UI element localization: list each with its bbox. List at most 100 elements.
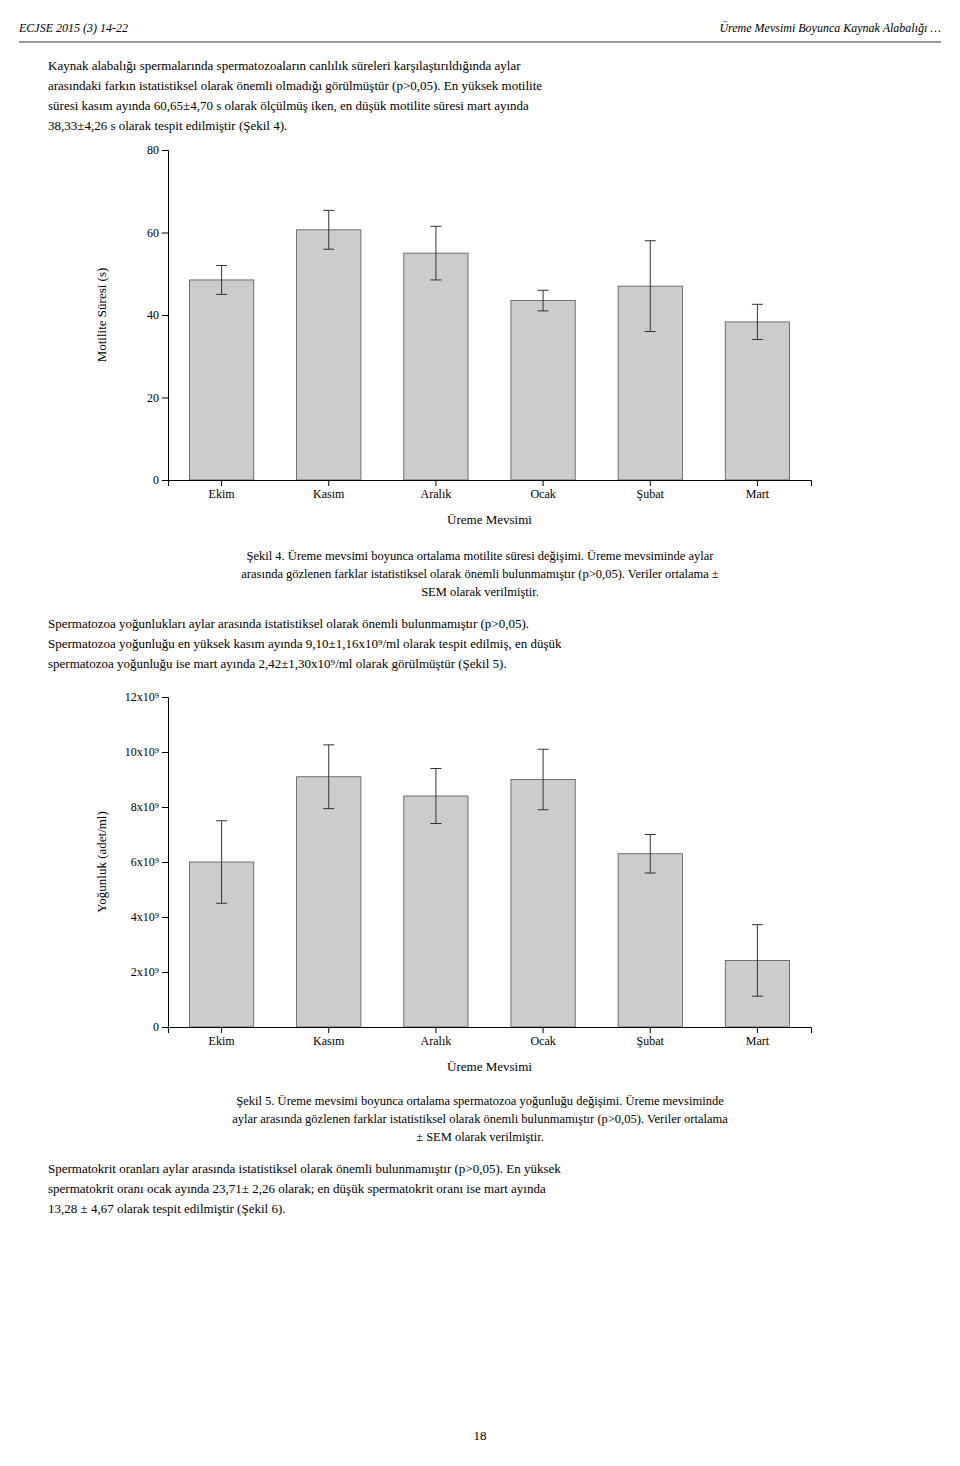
bar bbox=[511, 301, 575, 480]
error-cap bbox=[216, 294, 227, 295]
error-bar bbox=[645, 835, 656, 874]
y-tick: 60 bbox=[147, 226, 168, 240]
y-tick: 0 bbox=[153, 1020, 168, 1034]
y-tick: 20 bbox=[147, 391, 168, 405]
chart: 02x10⁹4x10⁹6x10⁹8x10⁹10x10⁹12x10⁹EkimKas… bbox=[94, 690, 812, 1074]
error-bar bbox=[216, 821, 227, 904]
error-bar bbox=[645, 241, 656, 332]
x-tick: Şubat bbox=[637, 480, 665, 501]
x-tick: Aralık bbox=[421, 1027, 452, 1048]
error-stem bbox=[221, 266, 222, 295]
header-left: ECJSE 2015 (3) 14-22 bbox=[18, 21, 128, 35]
y-tick-mark bbox=[162, 233, 168, 234]
x-tick-label: Mart bbox=[746, 1034, 770, 1048]
error-cap bbox=[538, 290, 549, 291]
x-tick-label: Şubat bbox=[637, 487, 665, 501]
marks bbox=[189, 745, 789, 1027]
intro-line: Kaynak alabalığı spermalarında spermatoz… bbox=[48, 58, 521, 73]
error-cap bbox=[752, 339, 763, 340]
x-tick-label: Kasım bbox=[313, 1034, 345, 1048]
error-cap bbox=[216, 820, 227, 821]
marks bbox=[189, 210, 789, 480]
x-tick-label: Ekim bbox=[209, 1034, 236, 1048]
page-number: 18 bbox=[474, 1428, 487, 1443]
x-tick-mark bbox=[650, 480, 651, 486]
y-tick-mark bbox=[162, 1027, 168, 1028]
x-tick-mark bbox=[328, 480, 329, 486]
intro-line: süresi kasım ayında 60,65±4,70 s olarak … bbox=[48, 98, 529, 113]
x-tick: Ekim bbox=[209, 480, 236, 501]
page: ECJSE 2015 (3) 14-22Üreme Mevsimi Boyunc… bbox=[0, 0, 960, 1466]
mid-line-block: Spermatozoa yoğunlukları aylar arasında … bbox=[48, 616, 562, 671]
x-axis: EkimKasımAralıkOcakŞubatMart bbox=[169, 1027, 812, 1048]
bottom-line-block: Spermatokrit oranları aylar arasında ist… bbox=[48, 1161, 561, 1216]
y-axis: 02x10⁹4x10⁹6x10⁹8x10⁹10x10⁹12x10⁹ bbox=[125, 690, 169, 1034]
caption-line: ± SEM olarak verilmiştir. bbox=[416, 1130, 544, 1144]
error-stem bbox=[328, 745, 329, 809]
bar bbox=[404, 796, 468, 1027]
error-stem bbox=[328, 210, 329, 249]
bottom-line: 13,28 ± 4,67 olarak tespit edilmiştir (Ş… bbox=[48, 1201, 286, 1216]
error-cap bbox=[538, 809, 549, 810]
x-tick: Ekim bbox=[209, 1027, 236, 1048]
y-tick-mark bbox=[162, 752, 168, 753]
caption-line: arasında gözlenen farklar istatistiksel … bbox=[241, 567, 719, 581]
y-tick: 0 bbox=[153, 473, 168, 487]
y-tick-mark bbox=[162, 150, 168, 151]
y-tick-label: 80 bbox=[147, 143, 159, 157]
x-tick: Şubat bbox=[637, 1027, 665, 1048]
x-tick: Kasım bbox=[313, 1027, 345, 1048]
footer: 18 bbox=[474, 1428, 487, 1443]
x-tick-mark bbox=[650, 1027, 651, 1033]
y-tick-label: 6x10⁹ bbox=[131, 855, 159, 869]
bar bbox=[297, 777, 361, 1027]
y-tick-mark bbox=[162, 697, 168, 698]
error-bar bbox=[430, 226, 441, 280]
error-bar bbox=[752, 304, 763, 339]
x-tick-mark bbox=[328, 1027, 329, 1033]
error-bar bbox=[323, 210, 334, 249]
x-tick: Aralık bbox=[421, 480, 452, 501]
error-cap bbox=[430, 226, 441, 227]
error-stem bbox=[435, 769, 436, 824]
error-cap bbox=[645, 873, 656, 874]
error-stem bbox=[543, 749, 544, 810]
intro-line-block: Kaynak alabalığı spermalarında spermatoz… bbox=[48, 58, 542, 133]
caption-line-block: Şekil 5. Üreme mevsimi boyunca ortalama … bbox=[232, 1094, 728, 1144]
error-cap bbox=[323, 808, 334, 809]
y-tick: 2x10⁹ bbox=[131, 965, 168, 979]
bar bbox=[297, 230, 361, 480]
y-tick-mark bbox=[162, 972, 168, 973]
chart: 020406080EkimKasımAralıkOcakŞubatMartÜre… bbox=[94, 143, 812, 527]
x-tick-mark bbox=[757, 1027, 758, 1033]
y-tick-label: 40 bbox=[147, 308, 159, 322]
x-axis-title: Üreme Mevsimi bbox=[447, 1059, 532, 1074]
caption-line-block: Şekil 4. Üreme mevsimi boyunca ortalama … bbox=[241, 549, 719, 599]
y-tick-label: 60 bbox=[147, 226, 159, 240]
header-rule bbox=[19, 42, 941, 43]
y-tick-mark bbox=[162, 398, 168, 399]
x-tick: Mart bbox=[746, 480, 770, 501]
error-stem bbox=[650, 241, 651, 332]
error-stem bbox=[757, 304, 758, 339]
y-tick: 80 bbox=[147, 143, 168, 157]
x-tick-label: Ocak bbox=[530, 487, 555, 501]
x-tick-mark bbox=[435, 480, 436, 486]
x-tick-label: Şubat bbox=[637, 1034, 665, 1048]
error-bar bbox=[752, 925, 763, 997]
x-axis: EkimKasımAralıkOcakŞubatMart bbox=[169, 480, 812, 501]
error-stem bbox=[543, 290, 544, 311]
error-cap bbox=[216, 903, 227, 904]
y-tick: 10x10⁹ bbox=[125, 745, 168, 759]
y-tick: 12x10⁹ bbox=[125, 690, 168, 704]
error-cap bbox=[645, 240, 656, 241]
error-cap bbox=[645, 834, 656, 835]
x-tick-mark bbox=[543, 1027, 544, 1033]
intro-line: 38,33±4,26 s olarak tespit edilmiştir (Ş… bbox=[48, 118, 287, 133]
y-tick-label: 12x10⁹ bbox=[125, 690, 159, 704]
error-cap bbox=[752, 304, 763, 305]
error-stem bbox=[650, 835, 651, 874]
bar bbox=[725, 322, 789, 480]
error-cap bbox=[538, 310, 549, 311]
bar bbox=[618, 854, 682, 1027]
